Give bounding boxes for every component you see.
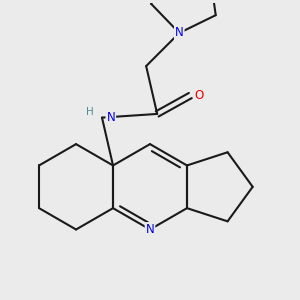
Text: N: N	[175, 26, 184, 40]
Text: N: N	[146, 223, 154, 236]
Text: H: H	[85, 107, 93, 117]
Text: O: O	[194, 89, 204, 102]
Text: N: N	[106, 111, 115, 124]
